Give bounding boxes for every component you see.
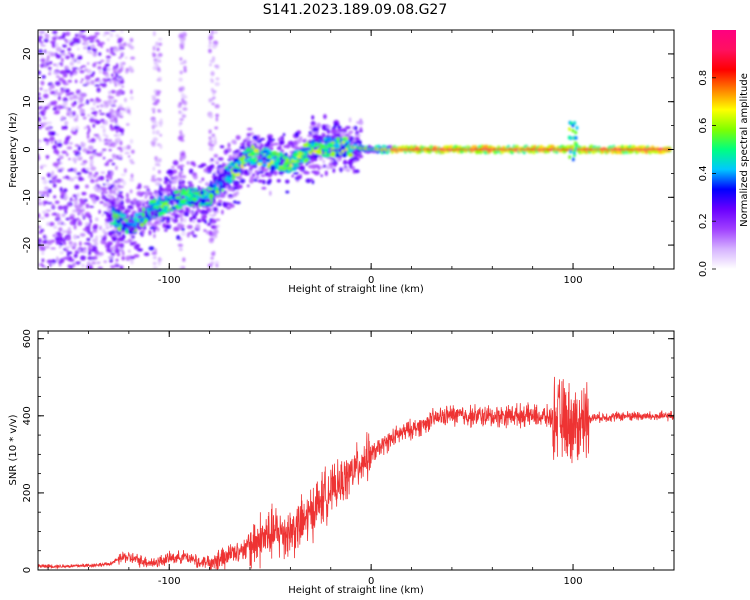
snr-y-tick-label: 600	[22, 329, 33, 348]
spectrogram-frame	[37, 29, 675, 270]
snr-y-axis-label: SNR (10 * v/v)	[8, 414, 19, 485]
spectrogram-x-tick-label: 0	[368, 275, 374, 286]
snr-x-tick-label: 100	[564, 576, 583, 587]
colorbar-tick-label: 0.8	[698, 70, 709, 86]
colorbar: 0.0 0.2 0.4 0.6 0.8 Normalized spectral ampl…	[698, 30, 750, 277]
spectrogram-y-tick-label: -20	[22, 237, 33, 253]
snr-ticks: -100 0 100 0 200 400 600	[22, 329, 674, 587]
snr-frame	[37, 330, 675, 571]
spectrogram-y-tick-label: 0	[22, 146, 33, 152]
snr-x-axis-label: Height of straight line (km)	[288, 585, 424, 596]
snr-panel: -100 0 100 0 200 400 600 Height of straight li…	[8, 329, 675, 596]
figure-title: S141.2023.189.09.08.G27	[263, 2, 448, 18]
spectrogram-y-tick-label: 20	[22, 48, 33, 61]
spectrogram-y-tick-label: -10	[22, 189, 33, 205]
snr-y-tick-label: 400	[22, 406, 33, 425]
spectrogram-x-tick-label: -100	[158, 275, 181, 286]
colorbar-tick-label: 0.6	[698, 118, 709, 134]
spectrogram-xlabel: Height of straight line (km)	[288, 284, 424, 295]
snr-x-tick-label: -100	[158, 576, 181, 587]
spectrogram-y-axis-label: Frequency (Hz)	[8, 112, 19, 188]
colorbar-gradient	[712, 30, 736, 269]
colorbar-label: Normalized spectral amplitude	[739, 73, 750, 227]
spectrogram-x-axis-label: Height of straight line (km)	[288, 284, 424, 295]
colorbar-tick-label: 0.0	[698, 261, 709, 277]
colorbar-tick-label: 0.4	[698, 165, 709, 181]
snr-series-line	[38, 376, 674, 570]
colorbar-tick-label: 0.2	[698, 213, 709, 229]
colorbar-ticks: 0.0 0.2 0.4 0.6 0.8	[698, 70, 716, 277]
spectrogram-image	[38, 30, 672, 269]
spectrogram-y-tick-label: 10	[22, 95, 33, 108]
snr-x-tick-label: 0	[368, 576, 374, 587]
spectrogram-x-tick-label: 100	[564, 275, 583, 286]
snr-y-tick-label: 200	[22, 483, 33, 502]
snr-y-tick-label: 0	[22, 567, 33, 573]
